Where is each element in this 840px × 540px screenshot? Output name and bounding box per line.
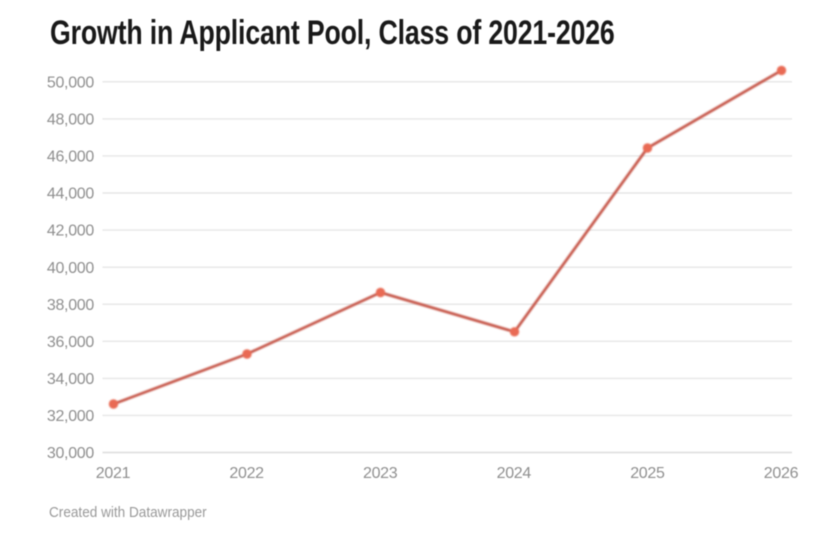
svg-text:2021: 2021: [96, 465, 131, 482]
svg-text:2025: 2025: [630, 465, 665, 482]
svg-text:42,000: 42,000: [47, 223, 95, 240]
svg-text:46,000: 46,000: [47, 149, 95, 166]
svg-text:2024: 2024: [497, 465, 532, 482]
svg-text:50,000: 50,000: [47, 74, 95, 91]
svg-text:36,000: 36,000: [47, 334, 95, 351]
svg-text:2026: 2026: [764, 465, 799, 482]
svg-text:2022: 2022: [229, 465, 264, 482]
svg-text:30,000: 30,000: [47, 445, 95, 462]
svg-text:48,000: 48,000: [47, 112, 95, 129]
svg-text:34,000: 34,000: [47, 371, 95, 388]
svg-text:38,000: 38,000: [47, 297, 95, 314]
svg-text:40,000: 40,000: [47, 260, 95, 277]
svg-text:2023: 2023: [363, 465, 398, 482]
svg-text:44,000: 44,000: [47, 186, 95, 203]
svg-text:32,000: 32,000: [47, 408, 95, 425]
